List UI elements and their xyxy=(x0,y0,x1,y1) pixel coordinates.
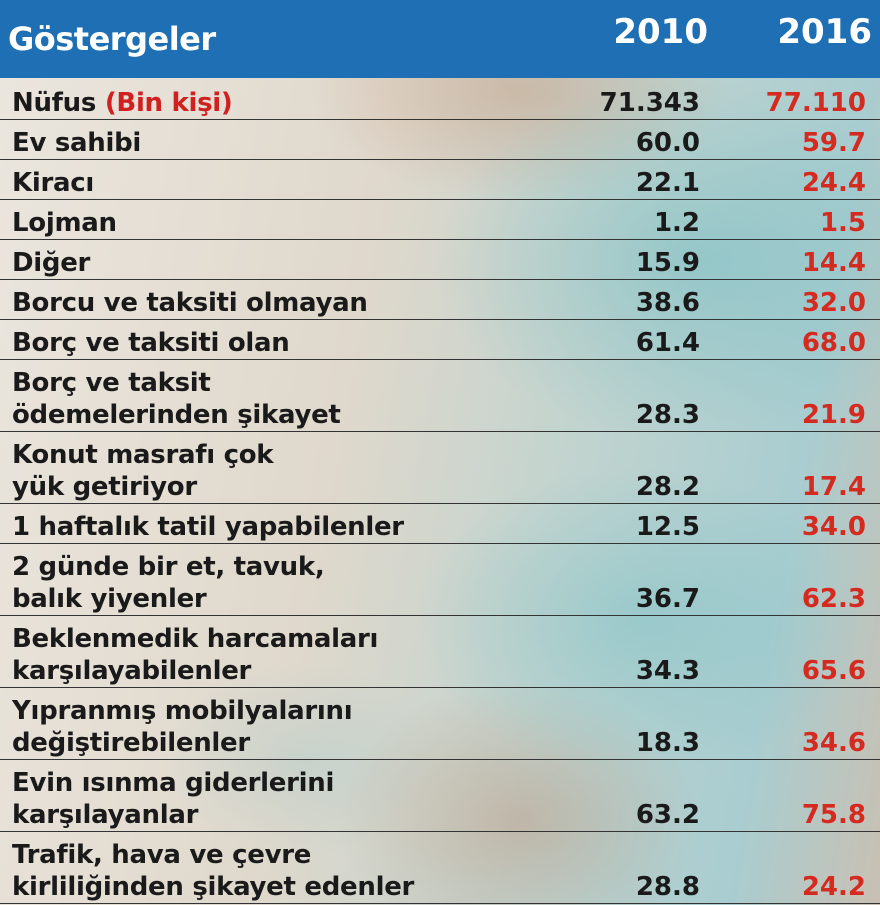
value-2016: 77.110 xyxy=(765,88,866,118)
table-row: Ev sahibi 60.0 59.7 xyxy=(0,120,880,160)
value-2010: 28.3 xyxy=(635,400,700,430)
table-row: Beklenmedik harcamaları karşılayabilenle… xyxy=(0,616,880,688)
value-2010: 1.2 xyxy=(653,208,700,238)
row-label-text: Trafik, hava ve çevre kirliliğinden şika… xyxy=(12,840,415,902)
table-row: 2 günde bir et, tavuk, balık yiyenler 36.… xyxy=(0,544,880,616)
value-2016: 34.0 xyxy=(801,512,866,542)
value-2016: 59.7 xyxy=(801,128,866,158)
table-row: Borç ve taksit ödemelerinden şikayet 28.3… xyxy=(0,360,880,432)
value-2016: 21.9 xyxy=(801,400,866,430)
table-row: Trafik, hava ve çevre kirliliğinden şika… xyxy=(0,832,880,904)
value-2010: 60.0 xyxy=(635,128,700,158)
value-2010: 34.3 xyxy=(635,656,700,686)
row-label: Nüfus (Bin kişi) xyxy=(12,87,233,119)
value-2010: 38.6 xyxy=(635,288,700,318)
value-2016: 17.4 xyxy=(801,472,866,502)
header-label: Göstergeler xyxy=(8,20,216,58)
row-label: Evin ısınma giderlerini karşılayanlar xyxy=(12,767,334,831)
row-label: Konut masrafı çok yük getiriyor xyxy=(12,439,274,503)
value-2010: 15.9 xyxy=(635,248,700,278)
row-label-text: Evin ısınma giderlerini karşılayanlar xyxy=(12,768,335,830)
row-label: Borç ve taksiti olan xyxy=(12,327,290,359)
row-label: Beklenmedik harcamaları karşılayabilenle… xyxy=(12,623,378,687)
table-header: Göstergeler 2010 2016 xyxy=(0,0,880,78)
row-label: Ev sahibi xyxy=(12,127,141,159)
row-label: 2 günde bir et, tavuk, balık yiyenler xyxy=(12,551,325,615)
row-label-text: Beklenmedik harcamaları karşılayabilenle… xyxy=(12,624,379,686)
value-2016: 65.6 xyxy=(801,656,866,686)
row-label: Lojman xyxy=(12,207,117,239)
row-label-text: Diğer xyxy=(12,248,91,278)
value-2016: 62.3 xyxy=(801,584,866,614)
row-label-text: Borç ve taksit ödemelerinden şikayet xyxy=(12,368,341,430)
value-2016: 68.0 xyxy=(801,328,866,358)
row-label-text: Konut masrafı çok yük getiriyor xyxy=(12,440,274,502)
value-2010: 28.2 xyxy=(635,472,700,502)
value-2010: 63.2 xyxy=(635,800,700,830)
row-label-text: 2 günde bir et, tavuk, balık yiyenler xyxy=(12,552,325,614)
row-label-text: Ev sahibi xyxy=(12,128,142,158)
row-label: 1 haftalık tatil yapabilenler xyxy=(12,511,404,543)
table-row: Borç ve taksiti olan 61.4 68.0 xyxy=(0,320,880,360)
value-2016: 1.5 xyxy=(819,208,866,238)
row-label-text: Borcu ve taksiti olmayan xyxy=(12,288,368,318)
table-row: 1 haftalık tatil yapabilenler 12.5 34.0 xyxy=(0,504,880,544)
row-unit: (Bin kişi) xyxy=(104,88,233,118)
row-label-text: Lojman xyxy=(12,208,117,238)
table-row: Lojman 1.2 1.5 xyxy=(0,200,880,240)
table-row: Borcu ve taksiti olmayan 38.6 32.0 xyxy=(0,280,880,320)
table-row: Nüfus (Bin kişi) 71.343 77.110 xyxy=(0,80,880,120)
table-row: Diğer 15.9 14.4 xyxy=(0,240,880,280)
value-2010: 71.343 xyxy=(599,88,700,118)
row-label-text: Yıpranmış mobilyalarını değiştirebilenle… xyxy=(12,696,353,758)
value-2010: 12.5 xyxy=(635,512,700,542)
value-2016: 24.2 xyxy=(801,872,866,902)
row-label-text: 1 haftalık tatil yapabilenler xyxy=(12,512,404,542)
value-2010: 28.8 xyxy=(635,872,700,902)
value-2010: 61.4 xyxy=(635,328,700,358)
row-label-text: Kiracı xyxy=(12,168,94,198)
value-2010: 18.3 xyxy=(635,728,700,758)
row-label: Kiracı xyxy=(12,167,94,199)
table-row: Evin ısınma giderlerini karşılayanlar 63.… xyxy=(0,760,880,832)
value-2016: 75.8 xyxy=(801,800,866,830)
row-label: Yıpranmış mobilyalarını değiştirebilenle… xyxy=(12,695,353,759)
table-body: Nüfus (Bin kişi) 71.343 77.110 Ev sahibi 60.… xyxy=(0,80,880,904)
table-row: Yıpranmış mobilyalarını değiştirebilenle… xyxy=(0,688,880,760)
row-label: Borcu ve taksiti olmayan xyxy=(12,287,368,319)
value-2016: 32.0 xyxy=(801,288,866,318)
value-2016: 24.4 xyxy=(801,168,866,198)
table-row: Kiracı 22.1 24.4 xyxy=(0,160,880,200)
table-row: Konut masrafı çok yük getiriyor 28.2 17.4 xyxy=(0,432,880,504)
value-2016: 34.6 xyxy=(801,728,866,758)
row-label: Borç ve taksit ödemelerinden şikayet xyxy=(12,367,341,431)
row-label-text: Nüfus xyxy=(12,88,97,118)
header-year-2010: 2010 xyxy=(613,12,708,52)
value-2016: 14.4 xyxy=(801,248,866,278)
row-label: Trafik, hava ve çevre kirliliğinden şika… xyxy=(12,839,414,903)
row-label: Diğer xyxy=(12,247,90,279)
value-2010: 36.7 xyxy=(635,584,700,614)
value-2010: 22.1 xyxy=(635,168,700,198)
row-label-text: Borç ve taksiti olan xyxy=(12,328,290,358)
header-year-2016: 2016 xyxy=(777,12,872,52)
